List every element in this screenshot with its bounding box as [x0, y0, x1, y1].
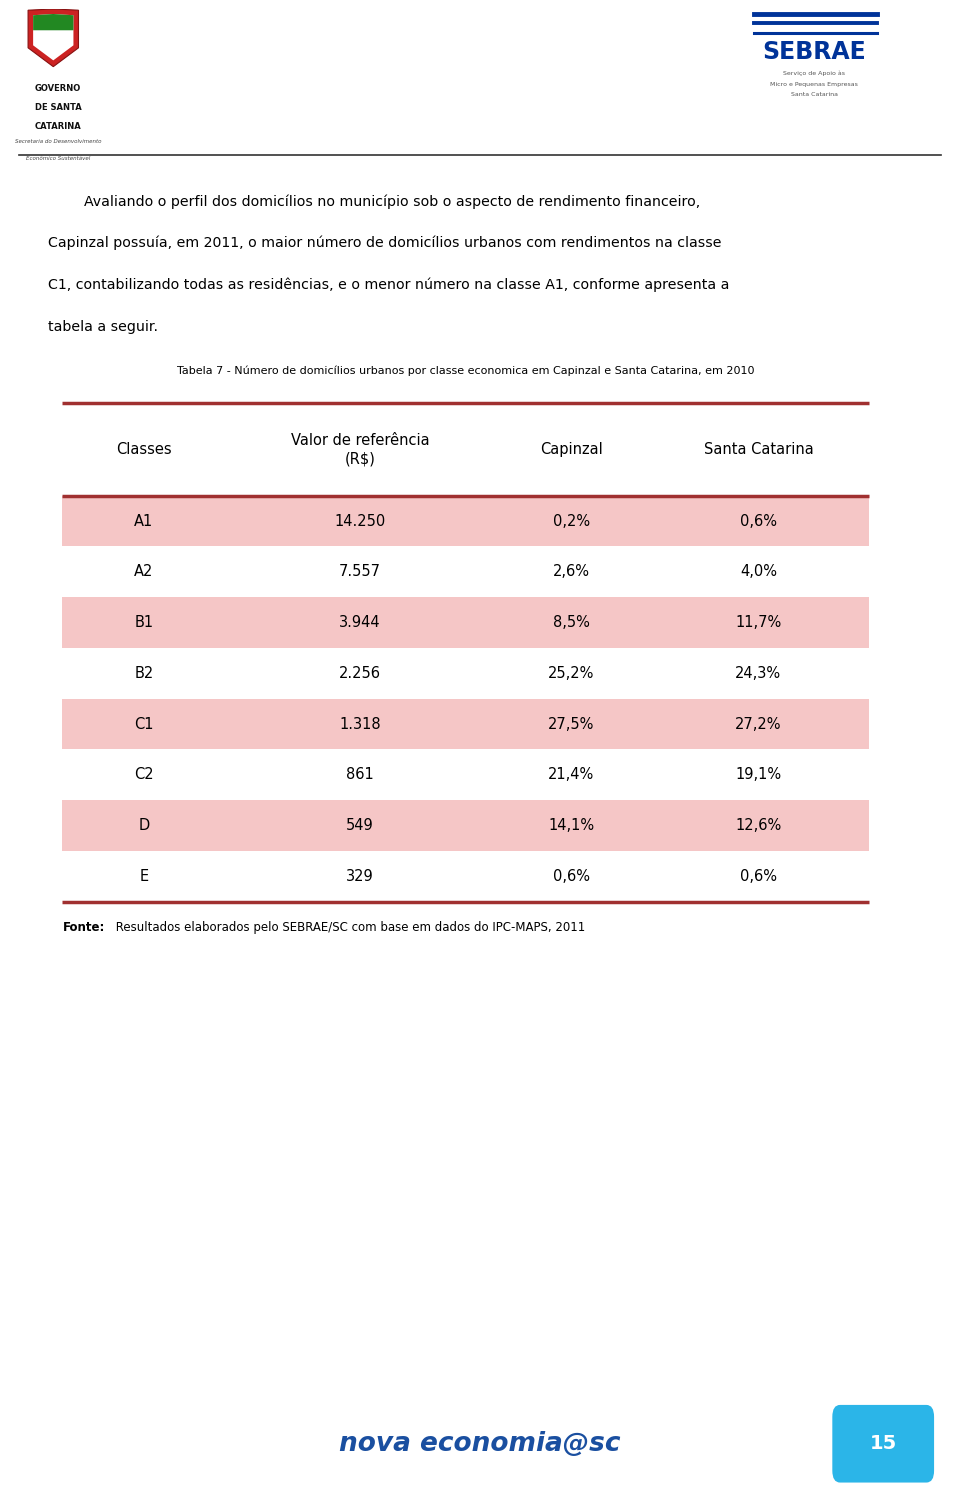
Text: 0,6%: 0,6% [553, 869, 589, 884]
Bar [62, 496, 869, 546]
Text: Fonte:: Fonte: [62, 921, 105, 935]
Polygon shape [28, 9, 79, 67]
Text: C1, contabilizando todas as residências, e o menor número na classe A1, conforme: C1, contabilizando todas as residências,… [48, 278, 730, 293]
FancyBboxPatch shape [832, 1405, 934, 1483]
Text: 24,3%: 24,3% [735, 666, 781, 681]
Text: Resultados elaborados pelo SEBRAE/SC com base em dados do IPC-MAPS, 2011: Resultados elaborados pelo SEBRAE/SC com… [112, 921, 586, 935]
Text: CATARINA: CATARINA [35, 122, 82, 131]
Text: tabela a seguir.: tabela a seguir. [48, 320, 158, 333]
Text: Econômico Sustentável: Econômico Sustentável [26, 155, 90, 161]
Text: SEBRAE: SEBRAE [762, 40, 866, 64]
Text: 0,6%: 0,6% [740, 514, 777, 529]
Bar [62, 648, 869, 699]
Text: D: D [138, 818, 150, 833]
Text: Santa Catarina: Santa Catarina [791, 93, 837, 97]
Text: 12,6%: 12,6% [735, 818, 781, 833]
Text: C2: C2 [134, 767, 154, 782]
Text: 14.250: 14.250 [334, 514, 386, 529]
Bar [62, 546, 869, 597]
Text: 861: 861 [347, 767, 373, 782]
Bar [62, 403, 869, 496]
Text: 19,1%: 19,1% [735, 767, 781, 782]
Bar [62, 851, 869, 902]
Text: 25,2%: 25,2% [548, 666, 594, 681]
Text: Micro e Pequenas Empresas: Micro e Pequenas Empresas [770, 82, 858, 87]
Text: Avaliando o perfil dos domicílios no município sob o aspecto de rendimento finan: Avaliando o perfil dos domicílios no mun… [48, 194, 700, 209]
Text: 0,2%: 0,2% [553, 514, 589, 529]
Bar [62, 800, 869, 851]
Text: 2.256: 2.256 [339, 666, 381, 681]
Text: Classes: Classes [116, 442, 172, 457]
Text: B2: B2 [134, 666, 154, 681]
Text: 1.318: 1.318 [339, 717, 381, 732]
Text: C1: C1 [134, 717, 154, 732]
Text: Santa Catarina: Santa Catarina [704, 442, 813, 457]
Text: DE SANTA: DE SANTA [35, 103, 82, 112]
Text: 7.557: 7.557 [339, 564, 381, 579]
Text: A1: A1 [134, 514, 154, 529]
Bar [62, 597, 869, 648]
Text: Serviço de Apoio às: Serviço de Apoio às [783, 70, 845, 76]
Text: B1: B1 [134, 615, 154, 630]
Text: 0,6%: 0,6% [740, 869, 777, 884]
Text: 21,4%: 21,4% [548, 767, 594, 782]
Text: 8,5%: 8,5% [553, 615, 589, 630]
Text: 3.944: 3.944 [339, 615, 381, 630]
Text: 27,5%: 27,5% [548, 717, 594, 732]
Text: 14,1%: 14,1% [548, 818, 594, 833]
Text: Capinzal: Capinzal [540, 442, 603, 457]
Text: 549: 549 [347, 818, 373, 833]
Text: E: E [139, 869, 149, 884]
Text: 329: 329 [347, 869, 373, 884]
Text: GOVERNO: GOVERNO [35, 84, 82, 93]
Text: Valor de referência
(R$): Valor de referência (R$) [291, 433, 429, 466]
Bar [62, 749, 869, 800]
Text: 15: 15 [870, 1435, 897, 1453]
Polygon shape [33, 13, 73, 30]
Text: 4,0%: 4,0% [740, 564, 777, 579]
Polygon shape [33, 13, 73, 60]
Text: 2,6%: 2,6% [553, 564, 589, 579]
Text: A2: A2 [134, 564, 154, 579]
Text: nova economia@sc: nova economia@sc [339, 1430, 621, 1457]
Text: 27,2%: 27,2% [735, 717, 781, 732]
Text: Capinzal possuía, em 2011, o maior número de domicílios urbanos com rendimentos : Capinzal possuía, em 2011, o maior númer… [48, 236, 722, 251]
Text: 11,7%: 11,7% [735, 615, 781, 630]
Bar [62, 699, 869, 749]
Text: Tabela 7 - Número de domicílios urbanos por classe economica em Capinzal e Santa: Tabela 7 - Número de domicílios urbanos … [177, 366, 755, 376]
Text: Secretaria do Desenvolvimento: Secretaria do Desenvolvimento [14, 139, 102, 145]
